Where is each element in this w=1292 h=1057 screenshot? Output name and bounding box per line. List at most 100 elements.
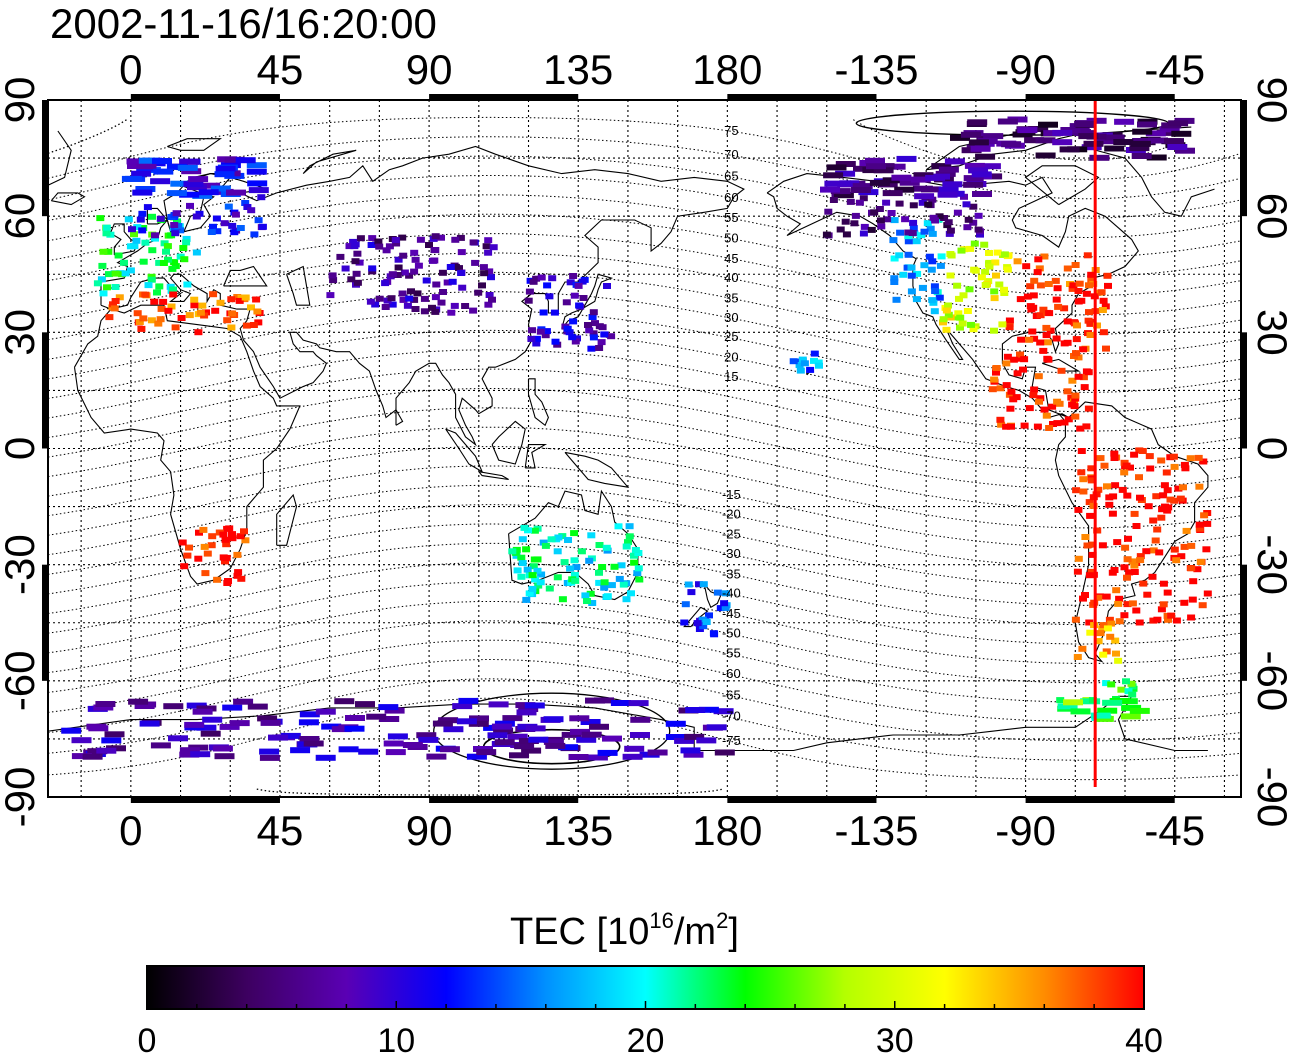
coastline-scandinavia-pen [146,173,232,233]
tec-point [1086,332,1095,338]
tec-point [1159,126,1180,133]
tec-point [890,255,899,262]
tec-point [391,237,400,243]
tec-point [1009,396,1018,403]
tec-point [595,542,604,548]
tec-point [1033,269,1042,276]
tec-point [168,265,177,272]
tec-point [338,746,359,753]
tec-point [1064,416,1073,423]
tec-point [1088,541,1097,548]
tec-point [98,262,107,269]
tec-point [143,204,152,211]
tec-point [907,272,916,279]
tec-point [241,294,250,301]
tec-point [1128,600,1137,607]
tec-point [1152,493,1161,500]
tec-point [920,228,929,235]
tec-point [1177,553,1186,560]
tec-point [528,585,537,592]
tec-point [683,751,704,758]
tec-point [105,314,114,321]
tec-point [1102,680,1111,687]
tec-point [150,298,159,305]
tec-point [1102,648,1111,655]
tec-point [131,170,152,177]
tec-point [250,231,259,238]
tec-point [1079,374,1088,381]
tec-point [996,416,1005,423]
tec-point [944,158,965,165]
coastline-sri-lanka [395,407,404,426]
coastline-africa [73,304,301,585]
magnetic-pole-ring [433,692,671,770]
tec-point [907,264,916,271]
tec-point [416,732,437,739]
tec-point [607,582,616,589]
tec-point [542,328,551,335]
magnetic-contour [48,562,1241,645]
tec-point [946,227,955,234]
tec-point [1051,277,1060,284]
tec-point [1060,340,1069,347]
tec-point [1093,322,1101,329]
tec-point [1077,297,1086,304]
tec-point [393,272,402,278]
tec-point [1016,296,1025,303]
tec-point [169,286,177,293]
tec-point [485,292,494,298]
tec-point [1001,141,1022,148]
tec-point [798,356,807,363]
tec-point [213,576,222,583]
tec-point [562,299,571,306]
tec-point [179,751,200,758]
tec-point [162,248,170,255]
tec-point [983,133,1004,140]
tec-point [901,216,910,223]
tec-point [387,295,396,302]
tec-point [1149,517,1158,524]
tec-point [1088,551,1097,558]
tec-point [899,179,920,186]
tec-point [896,229,905,236]
tec-point [829,197,838,203]
tec-point [581,592,590,599]
tec-point [1156,129,1177,136]
tec-point [1155,549,1164,556]
magnetic-label: -40 [722,586,741,601]
tec-point [944,219,953,226]
tec-point [368,265,377,272]
tec-point [1070,708,1091,715]
tec-point [1111,482,1120,489]
tec-point [520,524,529,531]
tec-point [152,158,172,164]
tec-point [988,386,997,393]
tec-point [219,723,240,730]
tec-point [375,243,384,250]
tec-point [392,240,401,247]
tec-point [1089,502,1098,509]
tec-point [820,186,840,193]
tec-point [1114,600,1123,607]
lat-tick-left: 30 [0,309,43,356]
tec-point [399,252,408,259]
magnetic-label: 40 [724,270,738,285]
tec-point [1167,144,1188,150]
tec-point [457,249,466,256]
tec-point [600,331,609,338]
lon-tick-top: 90 [406,46,453,93]
tec-point [1030,335,1039,342]
tec-point [1169,453,1178,460]
tec-point [1159,492,1168,499]
tec-point [1172,617,1181,624]
tec-point [181,168,202,175]
tec-point [1085,619,1094,626]
tec-point [257,715,278,722]
tec-point [622,543,631,550]
tec-point [381,304,390,310]
tec-point [1029,292,1038,299]
tec-point [1086,320,1095,327]
tec-point [1120,612,1129,619]
tec-point [928,297,937,304]
tec-point [398,290,407,297]
